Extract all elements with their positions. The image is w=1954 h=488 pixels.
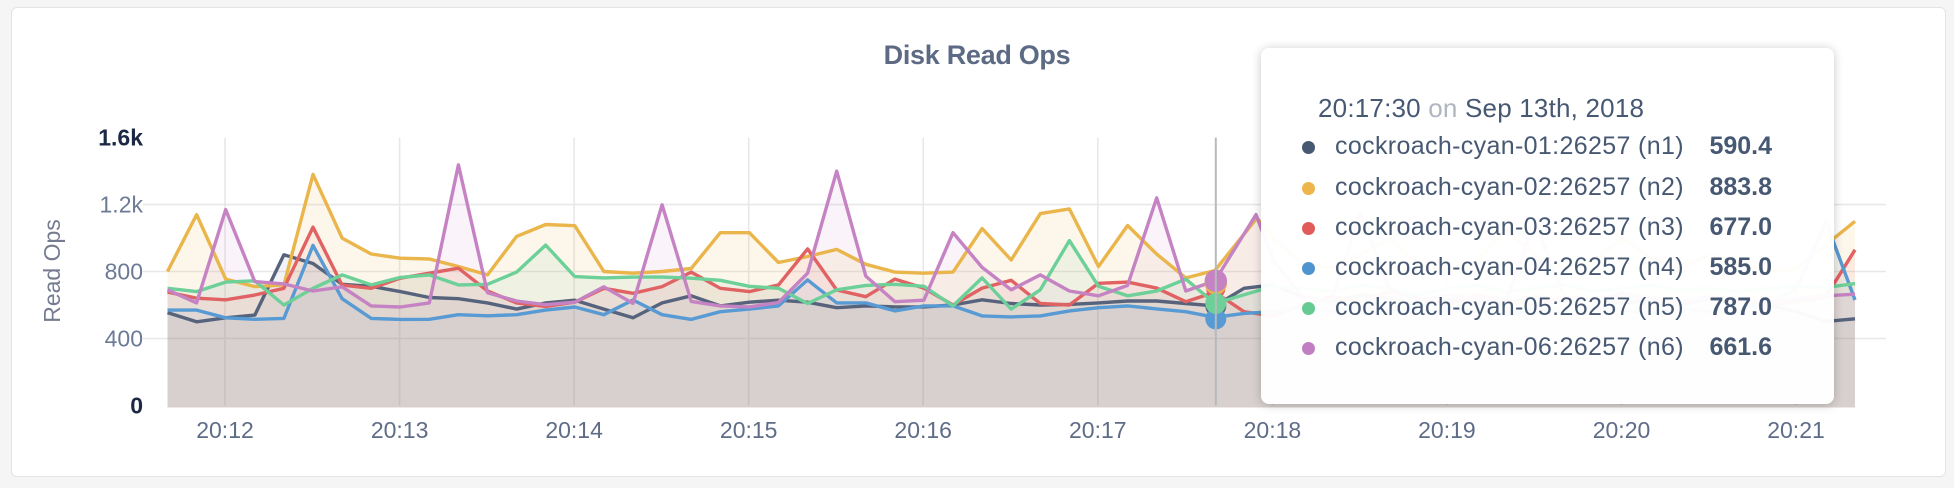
svg-text:400: 400	[105, 326, 143, 352]
svg-text:800: 800	[105, 259, 143, 285]
svg-text:20:20: 20:20	[1593, 417, 1651, 443]
svg-text:20:14: 20:14	[545, 417, 603, 443]
svg-text:20:15: 20:15	[720, 417, 778, 443]
svg-text:20:13: 20:13	[371, 417, 429, 443]
svg-text:Read Ops: Read Ops	[39, 219, 65, 323]
svg-text:20:16: 20:16	[894, 417, 952, 443]
svg-text:20:17: 20:17	[1069, 417, 1127, 443]
svg-text:20:19: 20:19	[1418, 417, 1476, 443]
svg-text:20:12: 20:12	[196, 417, 254, 443]
svg-text:1.2k: 1.2k	[100, 192, 144, 218]
svg-text:0: 0	[130, 393, 143, 419]
svg-text:1.6k: 1.6k	[98, 125, 143, 151]
svg-text:20:18: 20:18	[1244, 417, 1302, 443]
svg-text:20:21: 20:21	[1767, 417, 1825, 443]
